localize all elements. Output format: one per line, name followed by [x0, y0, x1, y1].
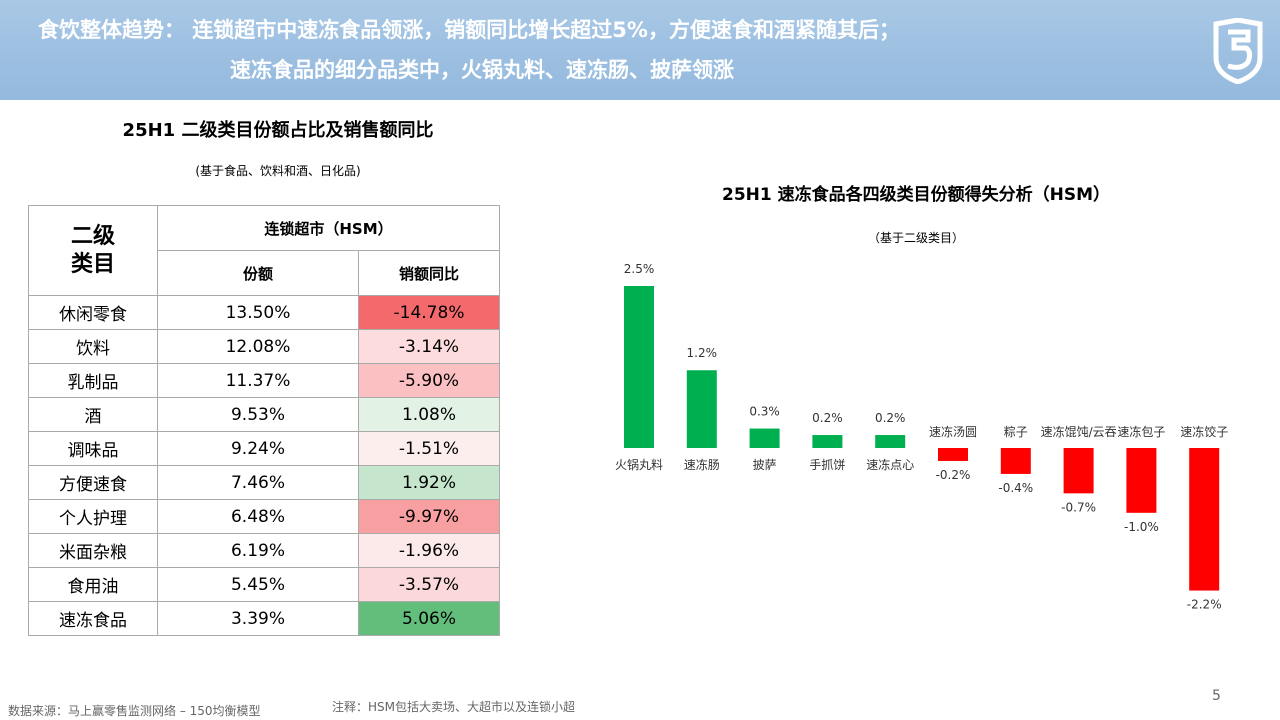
table-cell: -9.97%: [358, 499, 500, 534]
table-cell: 13.50%: [157, 295, 359, 330]
table-cell: -1.51%: [358, 431, 500, 466]
source: 数据来源：马上赢零售监测网络 – 150均衡模型: [8, 704, 261, 718]
table-cell: 5.06%: [358, 601, 500, 636]
bar: [1189, 448, 1220, 591]
value-label: -0.4%: [998, 481, 1033, 495]
table-cell: 11.37%: [157, 363, 359, 398]
table-row: 乳制品 11.37% -5.90%: [28, 363, 500, 398]
table-cell: 食用油: [28, 567, 158, 602]
table-cell: -3.14%: [358, 329, 500, 364]
category-label: 速冻饺子: [1180, 424, 1228, 439]
category-label: 速冻包子: [1117, 424, 1165, 439]
share-table: 二级类目 连锁超市（HSM） 份额 销额同比 休闲零食 13.50% -14.78%…: [28, 205, 500, 636]
table-cell: -1.96%: [358, 533, 500, 568]
bar: [1000, 448, 1031, 474]
bar: [1126, 448, 1157, 513]
table-row: 休闲零食 13.50% -14.78%: [28, 295, 500, 330]
table-row: 个人护理 6.48% -9.97%: [28, 499, 500, 534]
table-cell: 1.92%: [358, 465, 500, 500]
value-label: -2.2%: [1187, 598, 1222, 612]
table-cell: -3.57%: [358, 567, 500, 602]
table-cell: 3.39%: [157, 601, 359, 636]
value-label: 1.2%: [687, 346, 718, 360]
table-subtitle: (基于食品、饮料和酒、日化品): [195, 164, 361, 178]
table-cell: 5.45%: [157, 567, 359, 602]
category-label: 速冻点心: [866, 457, 914, 472]
group-header: 连锁超市（HSM）: [157, 205, 500, 251]
table-cell: 6.48%: [157, 499, 359, 534]
chart: 25H1 速冻食品各四级类目份额得失分析（HSM） （基于二级类目） 2.5% 火…: [615, 184, 1228, 612]
category-label: 手抓饼: [809, 458, 845, 472]
corner-text: 二级类目: [70, 223, 115, 277]
table-cell: 休闲零食: [28, 295, 158, 330]
category-label: 速冻肠: [684, 457, 720, 472]
table-row: 食用油 5.45% -3.57%: [28, 567, 500, 602]
table-cell: 7.46%: [157, 465, 359, 500]
category-label: 火锅丸料: [615, 457, 663, 472]
table-cell: 6.19%: [157, 533, 359, 568]
category-label: 披萨: [753, 458, 777, 472]
value-label: 2.5%: [624, 262, 655, 276]
category-label: 速冻馄饨/云吞: [1041, 424, 1117, 439]
table-cell: 9.24%: [157, 431, 359, 466]
bar: [749, 428, 780, 448]
table-cell: 12.08%: [157, 329, 359, 364]
table-row: 米面杂粮 6.19% -1.96%: [28, 533, 500, 568]
table-row: 速冻食品 3.39% 5.06%: [28, 601, 500, 636]
table-cell: 个人护理: [28, 499, 158, 534]
column-header: 份额: [157, 250, 359, 296]
table-row: 酒 9.53% 1.08%: [28, 397, 500, 432]
category-label: 速冻汤圆: [929, 424, 977, 439]
table-row: 调味品 9.24% -1.51%: [28, 431, 500, 466]
chart-subtitle: （基于二级类目）: [868, 231, 964, 245]
table-cell: 9.53%: [157, 397, 359, 432]
value-label: 0.2%: [875, 411, 906, 425]
table-cell: 酒: [28, 397, 158, 432]
table-title: 25H1 二级类目份额占比及销售额同比: [122, 120, 434, 141]
value-label: -0.2%: [936, 468, 971, 482]
bar: [624, 286, 654, 448]
chart-title: 25H1 速冻食品各四级类目份额得失分析（HSM）: [722, 184, 1110, 205]
table-cell: 乳制品: [28, 363, 158, 398]
table-row: 方便速食 7.46% 1.92%: [28, 465, 500, 500]
value-label: -0.7%: [1061, 500, 1096, 514]
corner-header: 二级类目: [28, 205, 158, 296]
table-cell: 速冻食品: [28, 601, 158, 636]
table-cell: 方便速食: [28, 465, 158, 500]
table-row: 饮料 12.08% -3.14%: [28, 329, 500, 364]
bar: [938, 448, 968, 461]
table-cell: -14.78%: [358, 295, 500, 330]
table-cell: 1.08%: [358, 397, 500, 432]
category-label: 粽子: [1004, 424, 1028, 439]
table-cell: 米面杂粮: [28, 533, 158, 568]
title: 速冻食品的细分品类中，火锅丸料、速冻肠、披萨领涨: [230, 58, 734, 82]
table-cell: 调味品: [28, 431, 158, 466]
value-label: 0.3%: [749, 405, 780, 419]
table-cell: 饮料: [28, 329, 158, 364]
value-label: 0.2%: [812, 411, 843, 425]
table-cell: -5.90%: [358, 363, 500, 398]
bar: [875, 435, 906, 448]
bar: [812, 435, 843, 448]
note: 注释：HSM包括大卖场、大超市以及连锁小超: [332, 700, 575, 714]
page-number: 5: [1212, 688, 1221, 704]
value-label: -1.0%: [1124, 520, 1159, 534]
header-band: [0, 0, 1280, 100]
bar: [686, 370, 717, 448]
column-header: 销额同比: [358, 250, 500, 296]
bar: [1063, 448, 1094, 494]
title: 食饮整体趋势： 连锁超市中速冻食品领涨，销额同比增长超过5%，方便速食和酒紧随其…: [38, 18, 900, 42]
logo: [1213, 18, 1263, 84]
